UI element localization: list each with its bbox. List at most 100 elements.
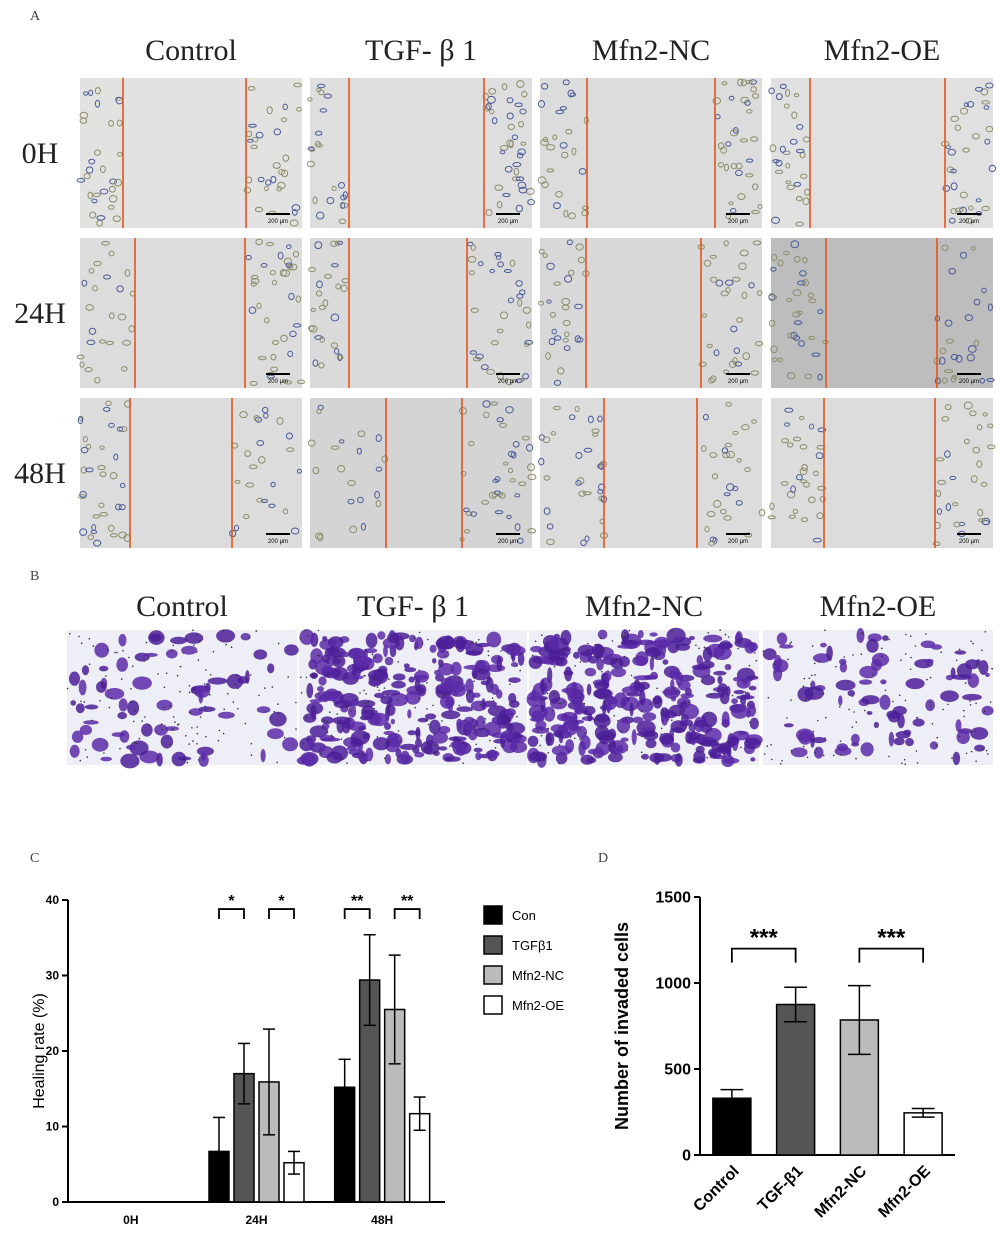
cell: [280, 169, 289, 178]
cell: [475, 353, 484, 360]
pore: [558, 744, 561, 746]
cell: [555, 191, 563, 198]
pore: [114, 651, 116, 654]
cell: [517, 120, 525, 128]
stained-cell: [184, 632, 204, 644]
legend-swatch: [483, 935, 503, 955]
cell: [108, 422, 115, 428]
cell: [317, 533, 324, 542]
cell: [808, 298, 817, 304]
pore: [904, 653, 907, 655]
cell: [496, 371, 504, 380]
pore: [106, 649, 109, 651]
cell: [790, 485, 796, 493]
cell: [750, 136, 759, 142]
stained-cell: [154, 724, 169, 736]
cell: [785, 180, 792, 185]
pore: [160, 723, 163, 725]
cell: [109, 472, 118, 480]
pore: [989, 701, 992, 703]
cell: [108, 194, 118, 203]
pore: [707, 632, 710, 634]
pore: [744, 704, 746, 707]
cell: [247, 85, 256, 91]
pore: [771, 758, 773, 761]
cell: [291, 204, 301, 212]
pore: [449, 745, 451, 747]
stained-cell: [594, 681, 610, 690]
cell: [503, 461, 509, 466]
stained-cell: [450, 661, 462, 676]
pore: [802, 685, 805, 687]
pore: [839, 706, 841, 708]
pore: [904, 699, 907, 702]
pore: [138, 737, 141, 740]
cell: [708, 540, 716, 546]
cell: [728, 201, 734, 206]
pore: [418, 631, 421, 634]
stained-cell: [530, 645, 543, 653]
pore: [487, 654, 490, 657]
cell: [122, 339, 131, 346]
cell: [732, 485, 739, 492]
pore: [974, 730, 976, 732]
pore: [744, 691, 746, 693]
stained-cell: [319, 735, 336, 742]
cell: [709, 452, 718, 458]
stained-cell: [496, 713, 510, 729]
stained-cell: [496, 656, 502, 671]
pore: [603, 648, 606, 651]
cell: [250, 144, 258, 150]
pore: [346, 762, 348, 764]
scale-label: 200 μm: [959, 539, 979, 545]
pore: [479, 668, 481, 671]
pore: [128, 656, 130, 659]
pore: [965, 752, 968, 755]
stained-cell: [666, 627, 686, 644]
stained-cell: [326, 751, 343, 764]
pore: [562, 648, 565, 650]
pore: [825, 716, 827, 719]
cell: [799, 444, 808, 450]
stained-cell: [576, 726, 587, 739]
cell: [709, 536, 717, 543]
cell: [326, 197, 335, 205]
pore: [970, 640, 972, 643]
cell: [553, 281, 561, 286]
stained-cell: [69, 671, 80, 686]
stained-cell: [181, 645, 198, 655]
pore: [132, 665, 134, 667]
pore: [927, 663, 929, 666]
cell: [540, 139, 549, 146]
cell: [962, 147, 970, 153]
cell: [986, 444, 996, 450]
cell: [84, 367, 93, 373]
pore: [774, 671, 777, 673]
cell: [732, 357, 738, 365]
cell: [105, 400, 112, 407]
pore: [376, 736, 379, 738]
pore: [600, 637, 602, 640]
cell: [91, 198, 98, 204]
pore: [547, 727, 549, 730]
stained-cell: [929, 741, 939, 750]
y-tick-label: 30: [46, 969, 60, 983]
cell: [296, 468, 302, 474]
pore: [892, 700, 894, 703]
y-tick-label: 1500: [655, 890, 691, 907]
pore: [936, 736, 939, 739]
stained-cell: [415, 726, 421, 741]
cell: [357, 430, 366, 438]
scale-label: 200 μm: [728, 219, 748, 225]
row-label: 24H: [14, 297, 66, 330]
cell: [81, 279, 88, 287]
stained-cell: [425, 734, 434, 747]
cell: [750, 370, 760, 376]
cell: [116, 285, 124, 293]
cell: [272, 162, 281, 169]
scale-label: 200 μm: [268, 219, 288, 225]
stained-cell: [635, 651, 649, 666]
cell: [554, 335, 562, 341]
pore: [872, 673, 874, 676]
